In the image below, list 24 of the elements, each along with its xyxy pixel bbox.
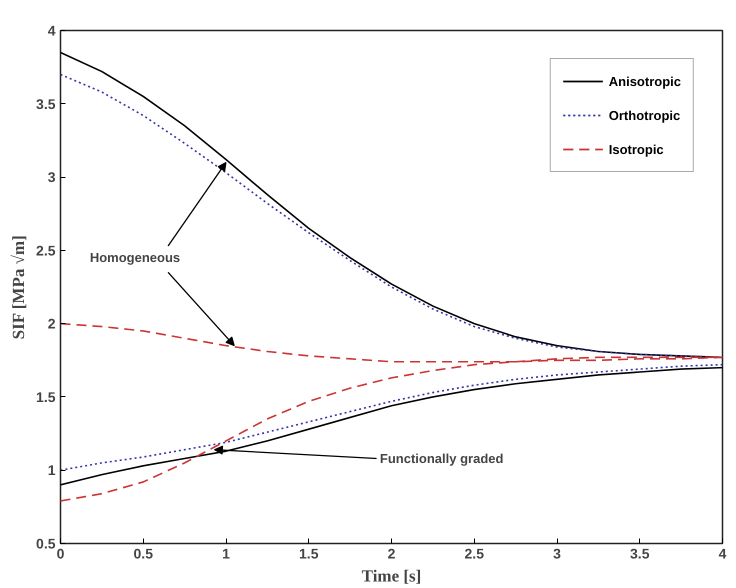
x-tick-label: 4: [718, 546, 727, 562]
y-tick-label: 2: [48, 316, 56, 332]
x-tick-label: 1: [222, 546, 230, 562]
x-tick-label: 1.5: [299, 546, 319, 562]
x-tick-label: 2: [388, 546, 396, 562]
y-tick-label: 0.5: [36, 536, 56, 552]
y-tick-label: 4: [48, 22, 56, 38]
x-tick-label: 2.5: [464, 546, 484, 562]
y-tick-label: 1.5: [36, 388, 56, 405]
y-tick-label: 2.5: [36, 242, 56, 258]
y-tick-label: 1: [48, 462, 56, 478]
x-tick-label: 0.5: [134, 546, 154, 562]
x-tick-label: 0: [56, 546, 65, 562]
legend-label: Orthotropic: [608, 108, 680, 122]
legend-label: Anisotropic: [608, 74, 681, 88]
x-tick-label: 3: [553, 546, 562, 562]
x-tick-label: 3.5: [630, 546, 650, 562]
legend-label: Isotropic: [608, 142, 664, 156]
y-axis-title: SIF [MPa √m]: [9, 235, 28, 340]
y-tick-label: 3.5: [36, 96, 56, 112]
annotation: Functionally graded: [380, 450, 504, 466]
annotation: Homogeneous: [90, 250, 180, 266]
x-axis-title: Time [s]: [362, 566, 422, 586]
y-tick-label: 3: [48, 169, 56, 186]
